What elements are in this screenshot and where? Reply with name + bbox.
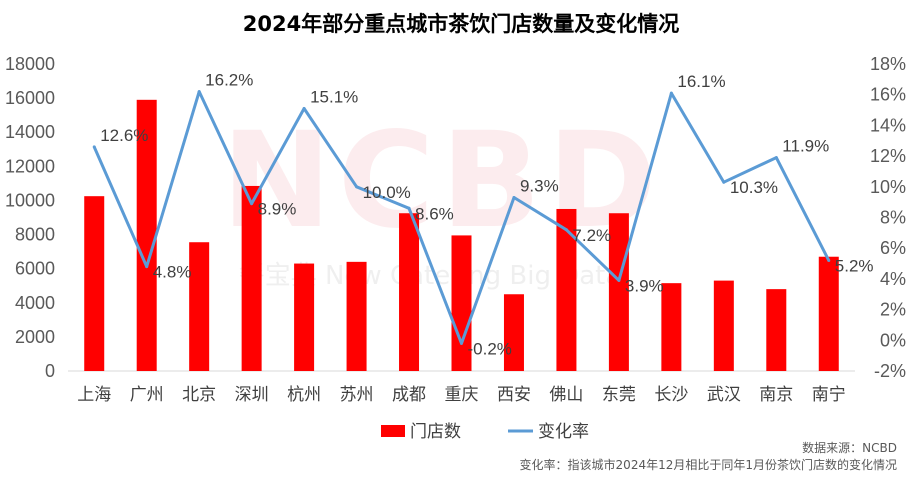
left-tick-label: 18000 [5,54,55,74]
left-tick-label: 4000 [15,293,55,313]
right-tick-label: 0% [880,330,906,350]
bar [766,289,787,371]
category-label: 武汉 [707,385,741,405]
line-point [355,185,359,189]
right-tick-label: 18% [870,54,906,74]
chart-title: 2024年部分重点城市茶饮门店数量及变化情况 [243,12,679,36]
line-point [774,156,778,160]
line-point [827,258,831,262]
line-data-label: 9.3% [520,177,559,196]
bar [818,256,839,371]
line-point [250,202,254,206]
watermark: NCBD 餐宝典 New Catering Big Data [221,104,657,291]
bar-series [84,99,839,372]
right-tick-label: -2% [874,361,906,381]
line-data-label: 10.3% [730,178,778,197]
left-tick-label: 6000 [15,259,55,279]
line-point [302,107,306,111]
category-label: 西安 [497,385,531,405]
line-point [197,90,201,94]
category-label: 上海 [77,385,111,405]
line-data-label: 4.8% [153,263,192,282]
category-label: 成都 [392,385,426,405]
line-point [407,206,411,210]
line-data-label: 11.9% [782,137,829,156]
right-tick-label: 2% [880,300,906,320]
left-tick-label: 10000 [5,190,55,210]
right-tick-label: 16% [870,85,906,105]
bar [661,283,682,371]
line-data-label: 5.2% [835,256,874,275]
bar [136,99,157,372]
category-label: 重庆 [445,385,479,405]
category-label: 南宁 [812,385,846,405]
line-series [92,90,831,345]
line-data-label: 16.2% [205,71,253,90]
line-data-label: 3.9% [625,276,664,295]
right-tick-label: 8% [880,208,906,228]
right-tick-label: 4% [880,269,906,289]
category-label: 广州 [130,385,164,405]
right-tick-label: 12% [870,146,906,166]
left-tick-label: 14000 [5,122,55,142]
category-axis: 上海 广州 北京 深圳 杭州 苏州 成都 重庆 西安 佛山 东莞 长沙 武汉 南京 南宁 [77,385,846,405]
line-data-label: 8.9% [258,200,297,219]
left-tick-label: 2000 [15,327,55,347]
bar [241,185,262,371]
left-tick-label: 16000 [5,88,55,108]
line-point [460,341,463,345]
source-note: 数据来源：NCBD [802,440,897,455]
bar [556,208,577,371]
category-label: 佛山 [549,385,583,405]
bar [608,213,629,371]
legend-swatch-bar [381,425,405,437]
left-tick-label: 0 [45,361,55,381]
left-tick-label: 8000 [15,225,55,245]
line-data-label: 15.1% [310,88,358,107]
line-data-labels: 12.6% 4.8% 16.2% 8.9% 15.1% 10.0%8.6% -0.2% 9.3… [100,71,873,359]
category-label: 长沙 [654,385,688,405]
legend-label-bar: 门店数 [410,422,461,442]
category-label: 东莞 [602,385,636,405]
bar [503,294,524,371]
bar [399,213,420,371]
category-label: 深圳 [235,385,269,405]
line-point [145,265,149,269]
category-label: 南京 [759,385,793,405]
category-label: 杭州 [287,385,321,405]
bar [294,263,315,371]
line-point [669,91,673,95]
bar [346,261,367,371]
right-tick-label: 10% [870,177,906,197]
bar [713,280,734,371]
line-point [512,196,516,200]
category-label: 苏州 [340,385,374,405]
line-data-label: 10.0% [363,183,411,202]
line-data-label: 12.6% [100,126,148,145]
line-point [92,145,96,149]
right-tick-label: 14% [870,115,906,135]
line-data-label: 8.6% [415,204,454,223]
footnote: 变化率：指该城市2024年12月相比于同年1月份茶饮门店数的变化情况 [520,457,897,472]
bar [189,242,210,371]
line-data-label: -0.2% [468,339,512,358]
left-tick-label: 12000 [5,156,55,176]
right-axis: -2% 0% 2% 4% 6% 8% 10% 12% 14% 16% 18% [870,54,906,381]
line-data-label: 7.2% [572,226,611,245]
bar [84,196,105,371]
line-data-label: 16.1% [677,72,725,91]
line-point [617,278,621,282]
bar [451,235,472,371]
category-label: 北京 [182,385,216,405]
legend: 门店数 变化率 [381,422,589,442]
line-point [564,228,568,232]
right-tick-label: 6% [880,238,906,258]
left-axis: 0 2000 4000 6000 8000 10000 12000 14000 16000 180… [5,54,55,381]
legend-label-line: 变化率 [538,422,589,442]
line-point [722,180,726,184]
